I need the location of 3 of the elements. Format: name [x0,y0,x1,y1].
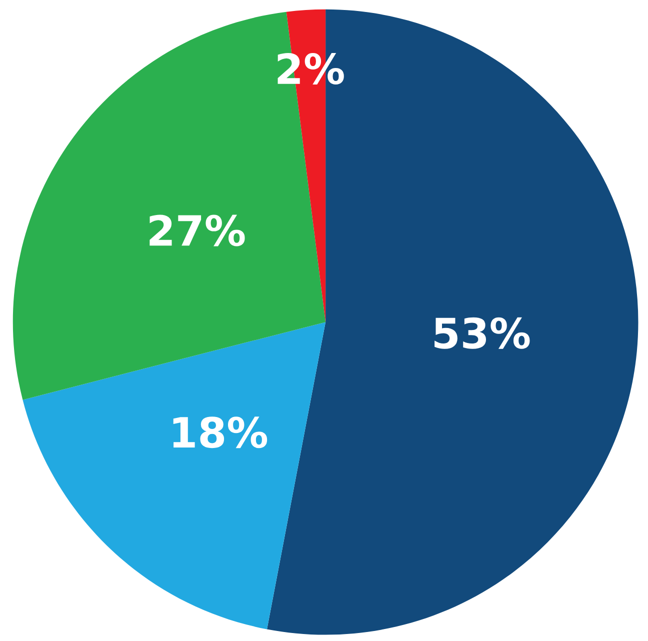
data-label: 53% [434,317,530,349]
data-label: 27% [150,214,245,246]
data-label: 18% [173,416,268,448]
